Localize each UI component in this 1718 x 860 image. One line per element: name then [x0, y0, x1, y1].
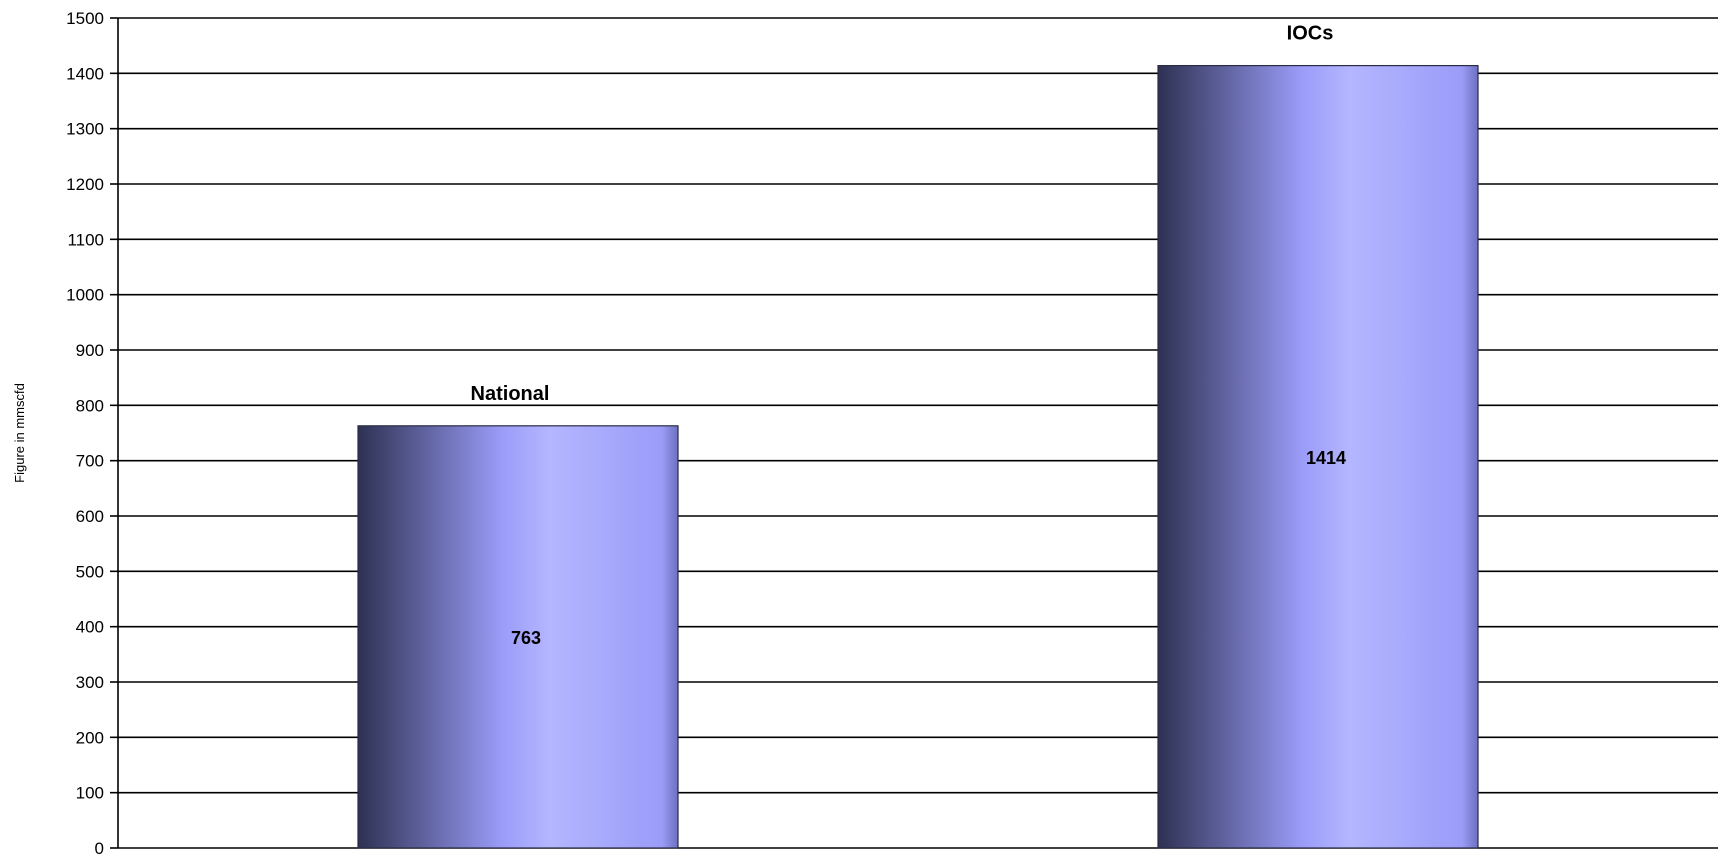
y-tick-label: 700 [76, 452, 104, 471]
category-label: National [471, 383, 550, 405]
y-tick-label: 1200 [66, 175, 104, 194]
y-tick-label: 1300 [66, 120, 104, 139]
y-tick-label: 1000 [66, 286, 104, 305]
y-tick-label: 0 [95, 839, 104, 858]
y-tick-label: 400 [76, 618, 104, 637]
y-tick-label: 1100 [67, 230, 104, 249]
value-label: 763 [511, 628, 541, 648]
y-tick-label: 300 [76, 673, 104, 692]
y-tick-label: 500 [76, 562, 104, 581]
y-tick-label: 1500 [66, 9, 104, 28]
y-tick-label: 800 [76, 396, 104, 415]
y-axis-title: Figure in mmscfd [12, 383, 27, 483]
bars [357, 64, 1479, 849]
bar-national [357, 425, 679, 849]
y-tick-label: 200 [76, 728, 104, 747]
y-tick-label: 100 [76, 784, 104, 803]
category-label: IOCs [1287, 23, 1334, 45]
bar-iocs [1157, 64, 1479, 849]
y-tick-label: 600 [76, 507, 104, 526]
data-labels: 763 National 1414 IOCs [471, 23, 1346, 648]
y-tick-labels: 0 100 200 300 400 500 600 700 800 900 1000 1100 1200… [66, 9, 104, 858]
y-tick-label: 900 [76, 341, 104, 360]
value-label: 1414 [1306, 448, 1346, 468]
axes [110, 17, 119, 849]
y-tick-label: 1400 [66, 64, 104, 83]
